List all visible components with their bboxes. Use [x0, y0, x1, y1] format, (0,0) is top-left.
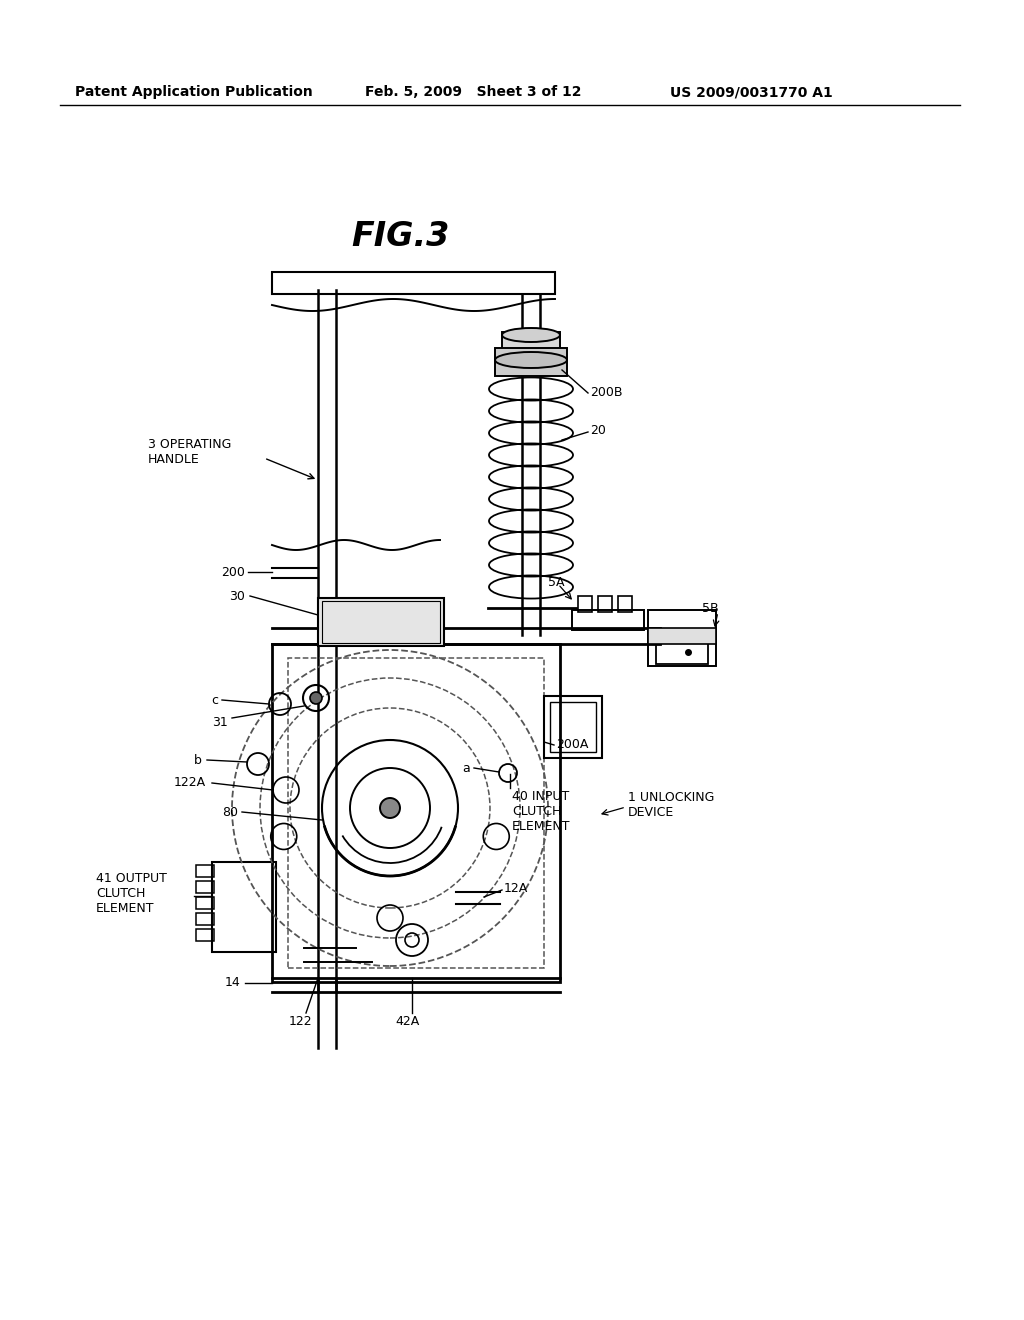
Text: Patent Application Publication: Patent Application Publication — [75, 84, 312, 99]
Bar — [196, 913, 214, 925]
Text: 12A: 12A — [504, 882, 528, 895]
Bar — [272, 644, 560, 982]
Bar — [502, 333, 560, 350]
Circle shape — [380, 799, 400, 818]
Text: 42A: 42A — [396, 1015, 420, 1028]
Text: 200B: 200B — [590, 387, 623, 400]
Bar — [648, 628, 716, 644]
Bar — [495, 348, 567, 376]
Ellipse shape — [502, 327, 560, 342]
Text: a: a — [462, 762, 470, 775]
Text: 200A: 200A — [556, 738, 589, 751]
Bar — [578, 597, 592, 612]
Text: 40 INPUT
CLUTCH
ELEMENT: 40 INPUT CLUTCH ELEMENT — [512, 789, 570, 833]
Text: FIG.3: FIG.3 — [351, 220, 450, 253]
Bar — [318, 598, 444, 645]
Bar — [196, 865, 214, 876]
Bar — [572, 610, 644, 630]
Bar — [550, 702, 596, 752]
Text: 122A: 122A — [174, 776, 206, 789]
Text: 5A: 5A — [548, 576, 564, 589]
Text: 122: 122 — [288, 1015, 312, 1028]
Bar — [618, 597, 632, 612]
Bar — [212, 862, 276, 952]
Bar — [196, 898, 214, 909]
Text: c: c — [211, 693, 218, 706]
Text: Feb. 5, 2009   Sheet 3 of 12: Feb. 5, 2009 Sheet 3 of 12 — [365, 84, 582, 99]
Circle shape — [310, 692, 322, 704]
Text: 3 OPERATING
HANDLE: 3 OPERATING HANDLE — [148, 438, 231, 466]
Bar — [322, 601, 440, 643]
Text: 30: 30 — [229, 590, 245, 602]
Bar — [196, 880, 214, 894]
Bar — [288, 657, 544, 968]
Bar — [544, 696, 602, 758]
Bar — [656, 640, 708, 664]
Text: 80: 80 — [222, 805, 238, 818]
Text: b: b — [195, 754, 202, 767]
Text: 5B: 5B — [702, 602, 719, 615]
Bar — [648, 610, 716, 667]
Text: 200: 200 — [221, 565, 245, 578]
Text: 1 UNLOCKING
DEVICE: 1 UNLOCKING DEVICE — [628, 791, 715, 818]
Text: 31: 31 — [212, 715, 228, 729]
Bar — [196, 929, 214, 941]
Ellipse shape — [495, 352, 567, 368]
Text: 14: 14 — [224, 977, 240, 990]
Text: 20: 20 — [590, 424, 606, 437]
Text: 41 OUTPUT
CLUTCH
ELEMENT: 41 OUTPUT CLUTCH ELEMENT — [96, 873, 167, 915]
Text: US 2009/0031770 A1: US 2009/0031770 A1 — [670, 84, 833, 99]
Bar — [598, 597, 612, 612]
Bar — [272, 272, 555, 294]
